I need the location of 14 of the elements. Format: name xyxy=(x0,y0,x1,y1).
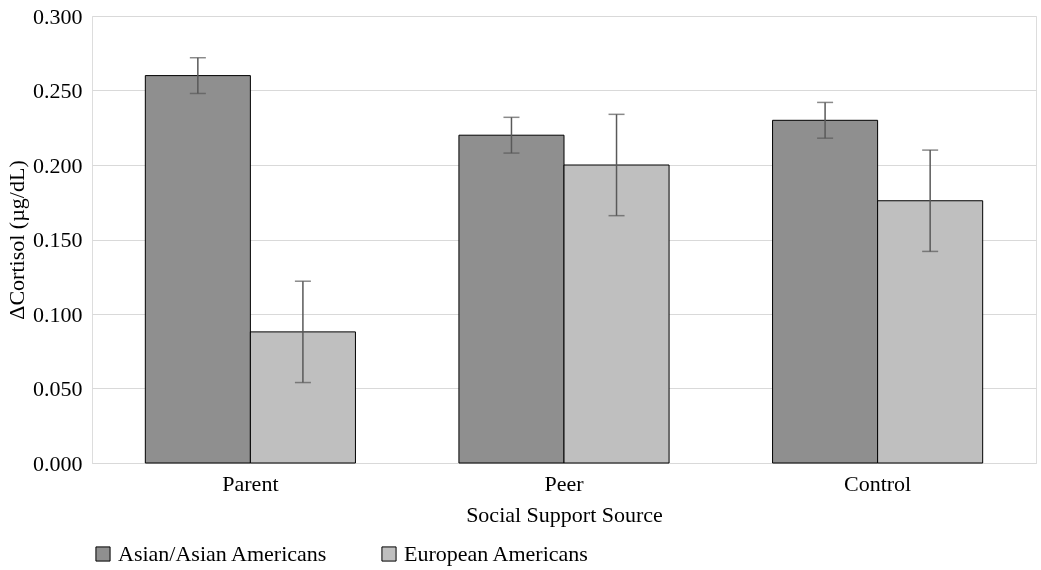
y-tick-label: 0.200 xyxy=(33,152,83,178)
y-tick-label: 0.100 xyxy=(33,301,83,327)
x-tick-label: Parent xyxy=(222,470,279,496)
y-tick-label: 0.050 xyxy=(33,376,83,401)
y-tick-label: 0.300 xyxy=(33,3,83,29)
y-axis-title: ΔCortisol (µg/dL) xyxy=(4,160,29,320)
x-tick-label: Peer xyxy=(544,470,585,496)
y-tick-label: 0.250 xyxy=(33,78,83,103)
legend-label: European Americans xyxy=(404,541,588,566)
legend-label: Asian/Asian Americans xyxy=(118,541,327,566)
x-tick-label: Control xyxy=(844,470,912,496)
y-tick-label: 0.150 xyxy=(33,227,83,252)
y-tick-label: 0.000 xyxy=(33,450,83,476)
x-axis-title: Social Support Source xyxy=(466,501,663,527)
